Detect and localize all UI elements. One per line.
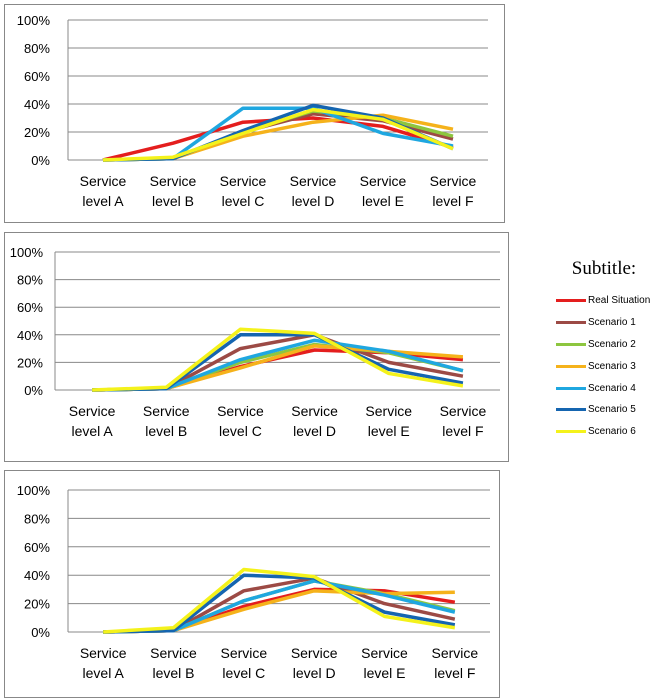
x-tick-label: Service level B	[150, 173, 197, 209]
chart-2: 0% 20% 40% 60% 80% 100% Service level A Service l…	[4, 232, 509, 462]
x-tick-label: Service level F	[431, 645, 478, 681]
x-tick-label: Service level D	[290, 173, 337, 209]
legend-label: Scenario 1	[588, 317, 636, 329]
legend-item: Scenario 2	[550, 334, 664, 356]
legend-item: Scenario 1	[550, 312, 664, 334]
x-tick-label: Service level A	[69, 403, 116, 439]
x-tick-label: Service level F	[430, 173, 477, 209]
chart-1: 0% 20% 40% 60% 80% 100% Service level A Service l…	[4, 4, 505, 223]
y-tick-label: 40%	[17, 328, 43, 343]
x-tick-label: Service level C	[217, 403, 264, 439]
legend-item: Scenario 6	[550, 421, 664, 443]
y-tick-label: 80%	[24, 511, 50, 526]
series-line-scenario-1	[103, 576, 456, 634]
series-line-scenario-6	[92, 327, 464, 392]
legend-item: Scenario 4	[550, 377, 664, 399]
legend-swatch	[556, 299, 586, 303]
y-tick-label: 20%	[24, 125, 50, 140]
legend-label: Scenario 5	[588, 404, 636, 416]
legend-swatch	[556, 386, 586, 390]
y-tick-label: 100%	[17, 13, 51, 28]
x-tick-label: Service level E	[365, 403, 412, 439]
y-tick-label: 40%	[24, 97, 50, 112]
legend-label: Real Situation	[588, 295, 651, 307]
legend-label: Scenario 4	[588, 382, 636, 394]
y-tick-label: 80%	[17, 273, 43, 288]
legend-swatch	[556, 430, 586, 434]
x-tick-label: Service level E	[360, 173, 407, 209]
chart-3: 0% 20% 40% 60% 80% 100% Service level A Service l…	[4, 470, 500, 698]
series-line-scenario-4	[102, 106, 454, 162]
legend-title: Subtitle:	[571, 258, 637, 279]
legend-item: Scenario 3	[550, 355, 664, 377]
chart-border	[4, 470, 500, 698]
legend-swatch	[556, 321, 586, 325]
x-tick-label: Service level D	[291, 403, 338, 439]
y-tick-label: 100%	[10, 245, 44, 260]
y-tick-label: 40%	[24, 568, 50, 583]
legend-label: Scenario 3	[588, 360, 636, 372]
legend-swatch	[556, 408, 586, 412]
series-line-scenario-6	[103, 567, 456, 634]
y-tick-label: 80%	[24, 41, 50, 56]
x-tick-label: Service level E	[361, 645, 408, 681]
y-tick-label: 0%	[31, 625, 50, 640]
y-tick-label: 100%	[17, 483, 51, 498]
series-line-real-situation	[103, 587, 456, 634]
legend-swatch	[556, 342, 586, 346]
x-tick-label: Service level B	[150, 645, 197, 681]
y-tick-label: 60%	[24, 69, 50, 84]
y-tick-label: 0%	[31, 153, 50, 168]
x-tick-label: Service level A	[80, 645, 127, 681]
y-tick-label: 0%	[24, 383, 43, 398]
series-line-scenario-5	[103, 573, 456, 634]
legend-label: Scenario 6	[588, 426, 636, 438]
y-tick-label: 60%	[24, 540, 50, 555]
chart-border	[4, 4, 505, 223]
x-tick-label: Service level B	[143, 403, 190, 439]
x-tick-label: Service level D	[291, 645, 338, 681]
legend-item: Real Situation	[550, 290, 664, 312]
x-tick-label: Service level C	[220, 173, 267, 209]
x-tick-label: Service level F	[440, 403, 487, 439]
legend: Subtitle: Real Situation Scenario 1 Scenar…	[550, 258, 664, 443]
legend-swatch	[556, 364, 586, 368]
y-tick-label: 60%	[17, 300, 43, 315]
legend-item: Scenario 5	[550, 399, 664, 421]
y-tick-label: 20%	[24, 597, 50, 612]
y-tick-label: 20%	[17, 355, 43, 370]
x-tick-label: Service level C	[220, 645, 267, 681]
series-line-scenario-6	[102, 107, 454, 162]
legend-label: Scenario 2	[588, 338, 636, 350]
chart-border	[4, 232, 509, 462]
x-tick-label: Service level A	[80, 173, 127, 209]
